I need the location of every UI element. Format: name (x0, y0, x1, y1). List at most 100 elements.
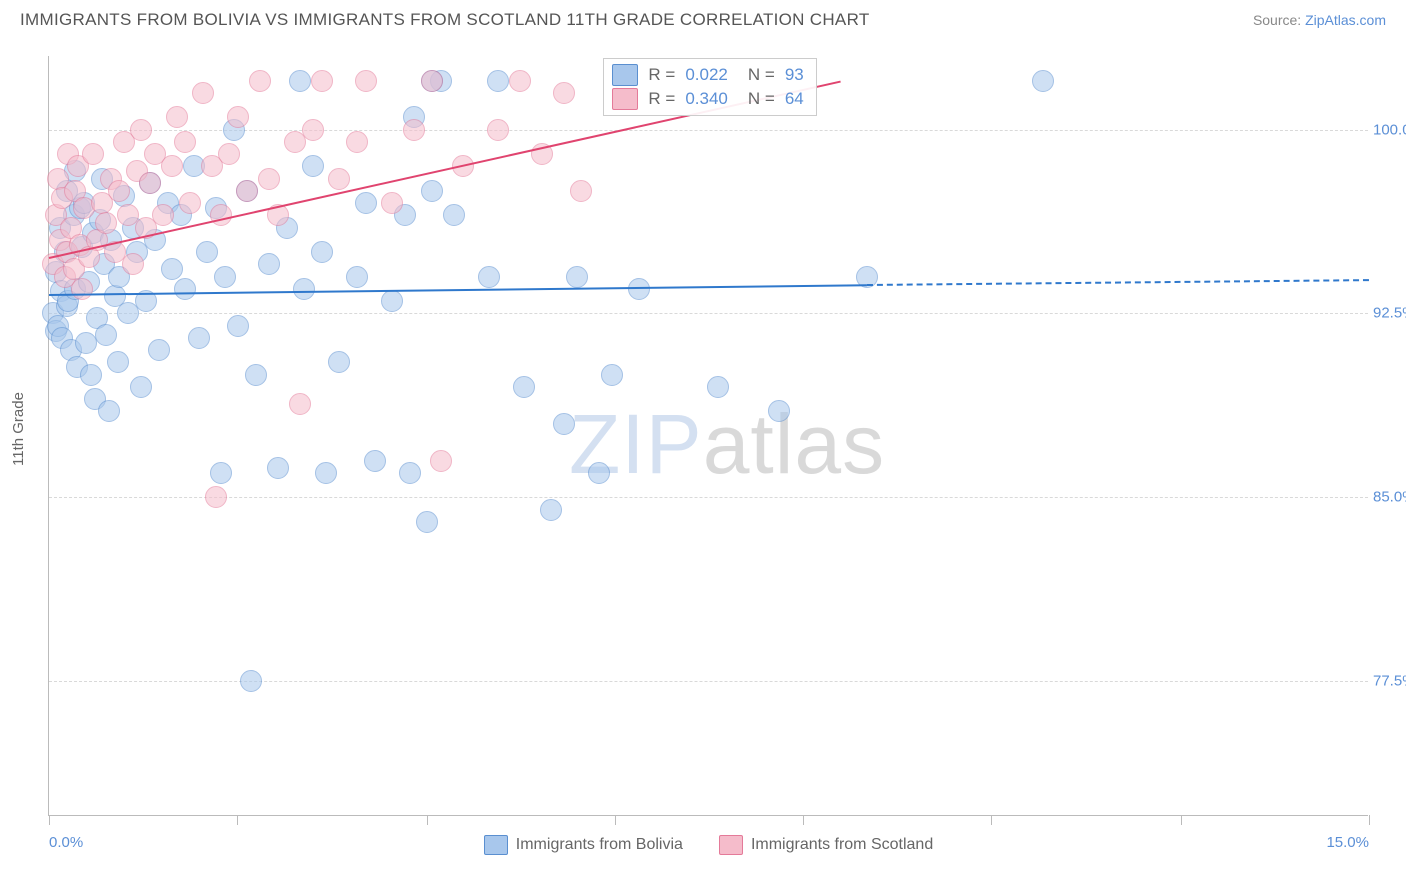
scatter-point (328, 351, 350, 373)
scatter-point (566, 266, 588, 288)
x-tick-mark (1181, 815, 1182, 825)
scatter-point (355, 70, 377, 92)
scatter-point (196, 241, 218, 263)
scatter-point (139, 172, 161, 194)
legend-swatch (719, 835, 743, 855)
gridline-h (49, 313, 1368, 314)
scatter-point (421, 180, 443, 202)
watermark-part2: atlas (703, 397, 885, 491)
series-legend: Immigrants from Bolivia Immigrants from S… (49, 835, 1368, 855)
stat-n-label: N = (748, 65, 775, 85)
scatter-point (161, 155, 183, 177)
scatter-point (513, 376, 535, 398)
scatter-point (399, 462, 421, 484)
scatter-point (95, 324, 117, 346)
scatter-point (540, 499, 562, 521)
scatter-point (302, 119, 324, 141)
scatter-point (174, 131, 196, 153)
scatter-point (1032, 70, 1054, 92)
watermark: ZIPatlas (569, 396, 885, 493)
scatter-point (315, 462, 337, 484)
scatter-point (403, 119, 425, 141)
gridline-h (49, 497, 1368, 498)
scatter-point (293, 278, 315, 300)
x-tick-mark (49, 815, 50, 825)
scatter-point (174, 278, 196, 300)
plot-area: ZIPatlas Immigrants from BoliviaImmigran… (48, 56, 1368, 816)
scatter-point (289, 70, 311, 92)
y-tick-label: 77.5% (1373, 673, 1406, 690)
scatter-point (108, 180, 130, 202)
scatter-point (205, 486, 227, 508)
x-tick-mark (803, 815, 804, 825)
scatter-point (487, 70, 509, 92)
scatter-point (249, 70, 271, 92)
scatter-point (179, 192, 201, 214)
scatter-point (218, 143, 240, 165)
scatter-point (443, 204, 465, 226)
scatter-point (289, 393, 311, 415)
scatter-point (302, 155, 324, 177)
scatter-point (188, 327, 210, 349)
legend-label: Immigrants from Scotland (751, 836, 933, 854)
scatter-point (487, 119, 509, 141)
x-tick-mark (1369, 815, 1370, 825)
scatter-point (258, 253, 280, 275)
scatter-point (421, 70, 443, 92)
x-tick-mark (427, 815, 428, 825)
stat-r-value: 0.022 (685, 65, 728, 85)
scatter-point (95, 212, 117, 234)
scatter-point (416, 511, 438, 533)
scatter-point (355, 192, 377, 214)
scatter-point (553, 413, 575, 435)
x-tick-label: 0.0% (49, 834, 83, 851)
scatter-point (227, 315, 249, 337)
source-link[interactable]: ZipAtlas.com (1305, 12, 1386, 28)
scatter-point (381, 192, 403, 214)
scatter-point (570, 180, 592, 202)
scatter-point (509, 70, 531, 92)
scatter-point (267, 457, 289, 479)
scatter-point (381, 290, 403, 312)
scatter-point (245, 364, 267, 386)
scatter-point (210, 204, 232, 226)
x-tick-mark (237, 815, 238, 825)
stat-n-value: 64 (785, 89, 804, 109)
stat-n-value: 93 (785, 65, 804, 85)
chart-header: IMMIGRANTS FROM BOLIVIA VS IMMIGRANTS FR… (0, 0, 1406, 36)
chart-container: 11th Grade ZIPatlas Immigrants from Boli… (0, 36, 1406, 886)
scatter-point (192, 82, 214, 104)
scatter-point (166, 106, 188, 128)
legend-label: Immigrants from Bolivia (516, 836, 683, 854)
scatter-point (311, 70, 333, 92)
scatter-point (328, 168, 350, 190)
gridline-h (49, 130, 1368, 131)
y-axis-label: 11th Grade (10, 392, 27, 466)
stats-row: R = 0.340N = 64 (612, 87, 803, 111)
scatter-point (311, 241, 333, 263)
scatter-point (707, 376, 729, 398)
legend-item: Immigrants from Scotland (719, 835, 933, 855)
scatter-point (214, 266, 236, 288)
stats-row: R = 0.022N = 93 (612, 63, 803, 87)
trend-line (49, 284, 867, 296)
scatter-point (75, 332, 97, 354)
chart-title: IMMIGRANTS FROM BOLIVIA VS IMMIGRANTS FR… (20, 10, 870, 30)
scatter-point (107, 351, 129, 373)
scatter-point (130, 119, 152, 141)
scatter-point (227, 106, 249, 128)
legend-item: Immigrants from Bolivia (484, 835, 683, 855)
scatter-point (430, 450, 452, 472)
scatter-point (346, 131, 368, 153)
stats-swatch (612, 88, 638, 110)
scatter-point (98, 400, 120, 422)
source-prefix: Source: (1253, 12, 1305, 28)
scatter-point (80, 364, 102, 386)
x-tick-mark (615, 815, 616, 825)
scatter-point (122, 253, 144, 275)
scatter-point (588, 462, 610, 484)
scatter-point (152, 204, 174, 226)
scatter-point (236, 180, 258, 202)
scatter-point (478, 266, 500, 288)
x-tick-label: 15.0% (1326, 834, 1369, 851)
